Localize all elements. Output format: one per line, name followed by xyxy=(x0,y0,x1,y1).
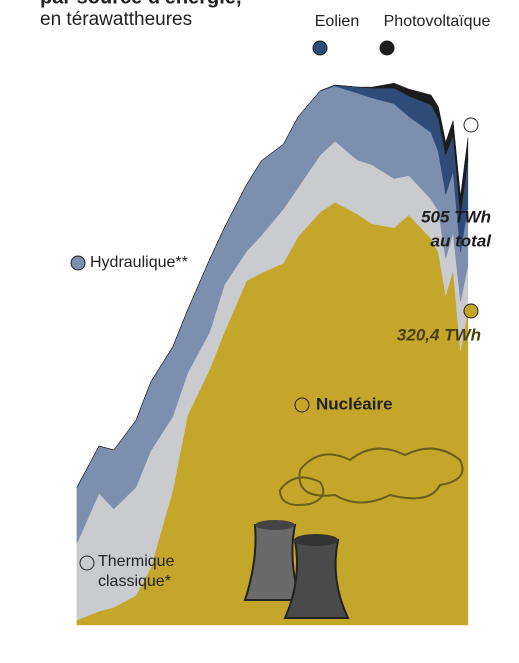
chart-page: par source d'énergie, en térawattheures … xyxy=(0,0,519,663)
series-label: Thermique classique* xyxy=(98,552,193,592)
annotation: au total xyxy=(431,231,493,250)
legend-marker xyxy=(380,41,394,55)
legend-marker xyxy=(71,256,85,270)
annotation: 505 TWh xyxy=(421,207,491,226)
legend-marker xyxy=(313,41,327,55)
marker xyxy=(464,118,478,132)
legend-marker xyxy=(295,398,309,412)
marker xyxy=(464,304,478,318)
annotation: 320,4 TWh xyxy=(397,325,481,344)
chart-subtitle: en térawattheures xyxy=(40,9,192,30)
legend-marker xyxy=(80,556,94,570)
chart-title: par source d'énergie, xyxy=(40,0,242,8)
series-label: Eolien xyxy=(315,13,359,30)
chart: par source d'énergie, en térawattheures … xyxy=(0,0,519,663)
series-label: Photovoltaïque xyxy=(384,13,491,30)
series-label: Hydraulique** xyxy=(90,254,188,271)
series-label: Nucléaire xyxy=(316,394,393,413)
